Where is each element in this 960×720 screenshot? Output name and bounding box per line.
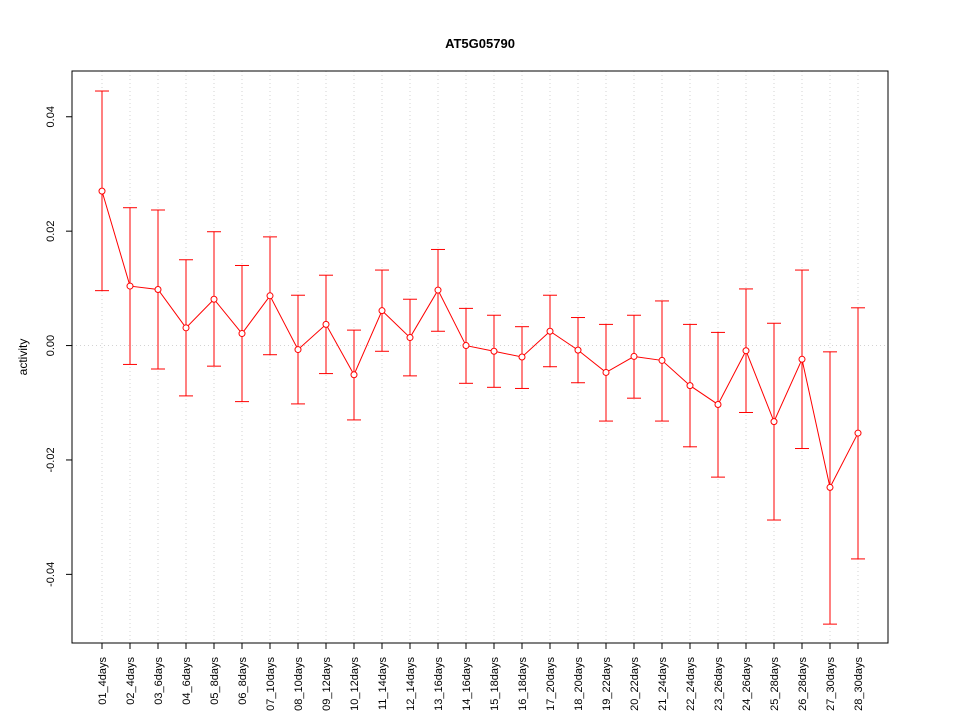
x-tick-label: 13_16days xyxy=(433,657,445,711)
data-point xyxy=(602,368,610,376)
x-tick-label: 14_16days xyxy=(461,657,473,711)
data-point xyxy=(126,282,134,290)
data-point xyxy=(518,353,526,361)
data-points xyxy=(98,187,862,491)
x-tick-label: 02_4days xyxy=(125,657,137,705)
x-tick-label: 01_4days xyxy=(97,657,109,705)
data-point xyxy=(322,320,330,328)
data-point xyxy=(630,352,638,360)
data-point xyxy=(406,334,414,342)
data-point xyxy=(98,187,106,195)
data-point xyxy=(826,483,834,491)
x-tick-label: 08_10days xyxy=(293,657,305,711)
data-point xyxy=(770,418,778,426)
plot-frame xyxy=(71,70,889,644)
data-point xyxy=(742,347,750,355)
x-tick-label: 09_12days xyxy=(321,657,333,711)
y-tick-label: -0.04 xyxy=(45,562,57,587)
y-axis: -0.04 -0.02 0.00 0.02 0.04 xyxy=(45,106,72,587)
y-tick-label: 0.00 xyxy=(45,335,57,356)
x-tick-label: 20_22days xyxy=(629,657,641,711)
data-point xyxy=(238,330,246,338)
x-tick-label: 05_8days xyxy=(209,657,221,705)
data-point xyxy=(546,327,554,335)
data-point xyxy=(658,356,666,364)
x-tick-label: 15_18days xyxy=(489,657,501,711)
x-tick-label: 06_8days xyxy=(237,657,249,705)
data-point xyxy=(434,286,442,294)
x-tick-label: 24_26days xyxy=(741,657,753,711)
x-tick-label: 25_28days xyxy=(769,657,781,711)
x-tick-label: 10_12days xyxy=(349,657,361,711)
data-point xyxy=(378,307,386,315)
x-tick-label: 03_6days xyxy=(153,657,165,705)
data-point xyxy=(294,346,302,354)
series-line-group xyxy=(101,190,859,489)
data-point xyxy=(154,286,162,294)
data-point xyxy=(350,371,358,379)
x-tick-label: 28_30days xyxy=(853,657,865,711)
x-tick-label: 22_24days xyxy=(685,657,697,711)
gridlines xyxy=(72,71,888,643)
x-tick-label: 21_24days xyxy=(657,657,669,711)
x-axis: 01_4days 02_4days 03_6days 04_6days 05_8days… xyxy=(97,643,865,711)
data-point xyxy=(686,382,694,390)
x-tick-label: 16_18days xyxy=(517,657,529,711)
data-point xyxy=(210,295,218,303)
data-point xyxy=(490,347,498,355)
x-tick-label: 07_10days xyxy=(265,657,277,711)
data-point xyxy=(462,342,470,350)
series-line xyxy=(101,190,859,489)
error-bars xyxy=(95,90,865,625)
x-tick-label: 17_20days xyxy=(545,657,557,711)
x-tick-label: 27_30days xyxy=(825,657,837,711)
y-tick-label: 0.02 xyxy=(45,220,57,241)
data-point xyxy=(854,429,862,437)
x-tick-label: 18_20days xyxy=(573,657,585,711)
y-axis-label: activity xyxy=(16,339,30,376)
x-tick-label: 26_28days xyxy=(797,657,809,711)
data-point xyxy=(266,292,274,300)
chart-title: AT5G05790 xyxy=(445,36,515,51)
x-tick-label: 11_14days xyxy=(377,657,389,711)
y-tick-label: -0.02 xyxy=(45,447,57,472)
data-point xyxy=(574,346,582,354)
y-tick-label: 0.04 xyxy=(45,106,57,127)
data-point xyxy=(714,400,722,408)
x-tick-label: 04_6days xyxy=(181,657,193,705)
data-point xyxy=(182,324,190,332)
x-tick-label: 12_14days xyxy=(405,657,417,711)
x-tick-label: 23_26days xyxy=(713,657,725,711)
x-tick-label: 19_22days xyxy=(601,657,613,711)
data-point xyxy=(798,355,806,363)
